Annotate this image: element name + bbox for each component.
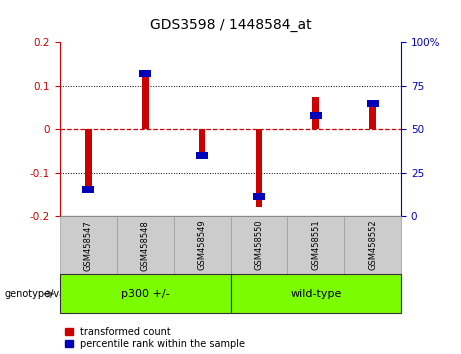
Bar [142, 77, 148, 129]
Bar [369, 105, 376, 129]
Bar [313, 97, 319, 129]
Text: genotype/variation: genotype/variation [5, 289, 97, 299]
Bar [255, 129, 262, 207]
Bar [366, 100, 378, 107]
Bar [199, 129, 206, 155]
Text: wild-type: wild-type [290, 289, 342, 299]
Text: GSM458550: GSM458550 [254, 220, 263, 270]
Bar [253, 193, 265, 200]
Bar [83, 187, 95, 193]
Bar [196, 152, 208, 159]
Text: GSM458551: GSM458551 [311, 220, 320, 270]
Text: GSM458549: GSM458549 [198, 220, 207, 270]
Bar [139, 70, 151, 77]
Text: p300 +/-: p300 +/- [121, 289, 170, 299]
Text: GSM458547: GSM458547 [84, 220, 93, 270]
Text: GDS3598 / 1448584_at: GDS3598 / 1448584_at [150, 18, 311, 32]
Text: GSM458552: GSM458552 [368, 220, 377, 270]
Legend: transformed count, percentile rank within the sample: transformed count, percentile rank withi… [65, 327, 245, 349]
Text: GSM458548: GSM458548 [141, 220, 150, 270]
Bar [310, 112, 322, 119]
Bar [85, 129, 92, 185]
